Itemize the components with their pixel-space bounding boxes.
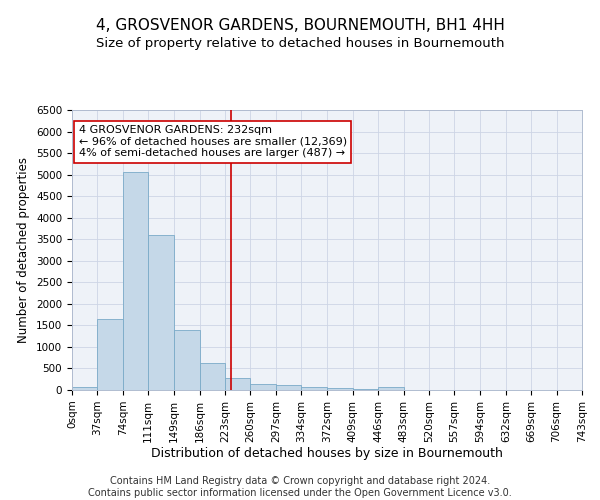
X-axis label: Distribution of detached houses by size in Bournemouth: Distribution of detached houses by size … bbox=[151, 448, 503, 460]
Bar bbox=[72, 387, 97, 390]
Text: 4 GROSVENOR GARDENS: 232sqm
← 96% of detached houses are smaller (12,369)
4% of : 4 GROSVENOR GARDENS: 232sqm ← 96% of det… bbox=[79, 125, 347, 158]
Bar bbox=[328, 388, 353, 390]
Y-axis label: Number of detached properties: Number of detached properties bbox=[17, 157, 31, 343]
Bar bbox=[225, 378, 250, 390]
Bar bbox=[97, 319, 123, 390]
Bar bbox=[123, 172, 148, 390]
Bar bbox=[174, 330, 200, 390]
Bar bbox=[353, 389, 378, 390]
Bar bbox=[148, 235, 174, 390]
Bar bbox=[200, 364, 225, 390]
Text: Contains HM Land Registry data © Crown copyright and database right 2024.
Contai: Contains HM Land Registry data © Crown c… bbox=[88, 476, 512, 498]
Bar bbox=[276, 385, 301, 390]
Bar bbox=[378, 387, 404, 390]
Text: 4, GROSVENOR GARDENS, BOURNEMOUTH, BH1 4HH: 4, GROSVENOR GARDENS, BOURNEMOUTH, BH1 4… bbox=[95, 18, 505, 32]
Bar bbox=[250, 384, 276, 390]
Text: Size of property relative to detached houses in Bournemouth: Size of property relative to detached ho… bbox=[96, 38, 504, 51]
Bar bbox=[301, 387, 328, 390]
